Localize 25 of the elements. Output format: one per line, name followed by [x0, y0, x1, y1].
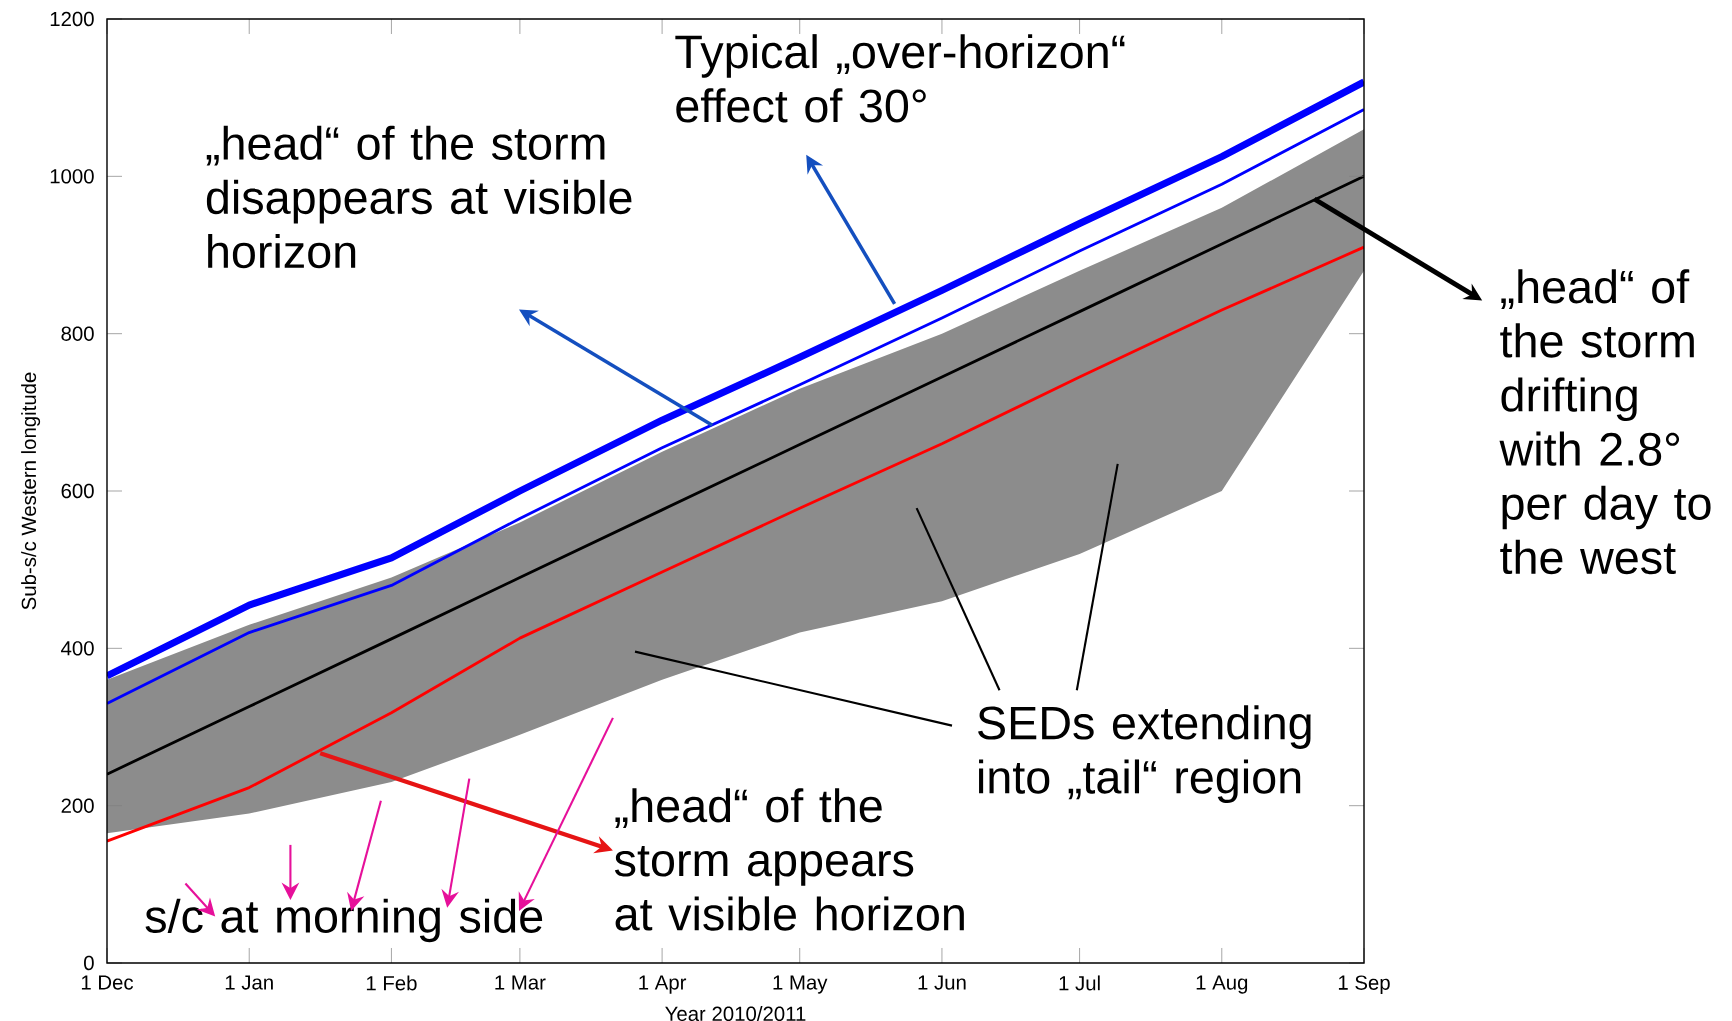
x-tick-label: 1 Sep — [1338, 975, 1390, 994]
x-tick-label: 1 Jun — [918, 975, 966, 990]
y-tick-label: 200 — [61, 798, 94, 813]
annotation: s/c at morning side — [145, 898, 543, 943]
y-tick-label: 1000 — [50, 169, 94, 184]
x-axis-title: Year 2010/2011 — [665, 1006, 806, 1021]
x-tick-label: 1 Jul — [1059, 975, 1100, 991]
y-tick-label: 400 — [61, 641, 94, 656]
y-axis-title: Sub-s/c Western longitude — [21, 372, 41, 610]
x-tick-label: 1 Dec — [81, 975, 134, 990]
annotation: SEDs extending into „tail“ region — [978, 705, 1311, 803]
x-tick-label: 1 May — [773, 975, 828, 994]
x-tick-label: 1 Mar — [495, 975, 546, 990]
x-tick-label: 1 Apr — [639, 975, 687, 994]
y-tick-label: 800 — [61, 326, 94, 341]
x-tick-label: 1 Aug — [1196, 975, 1248, 994]
x-tick-label: 1 Feb — [366, 975, 417, 991]
y-tick-label: 0 — [84, 955, 94, 971]
y-tick-label: 1200 — [50, 11, 94, 27]
y-tick-label: 600 — [61, 483, 94, 499]
annotation: „head“ of the storm disappears at visible horizon — [206, 125, 632, 269]
x-tick-label: 1 Jan — [225, 975, 273, 990]
text: „head“ of the storm drifting with 2.8° per day to the west — [1499, 269, 1711, 575]
annotation: „head“ of the storm appears at visible horizon — [614, 788, 964, 931]
annotation: Typical „over-horizon“ effect of 30° — [675, 34, 1125, 123]
